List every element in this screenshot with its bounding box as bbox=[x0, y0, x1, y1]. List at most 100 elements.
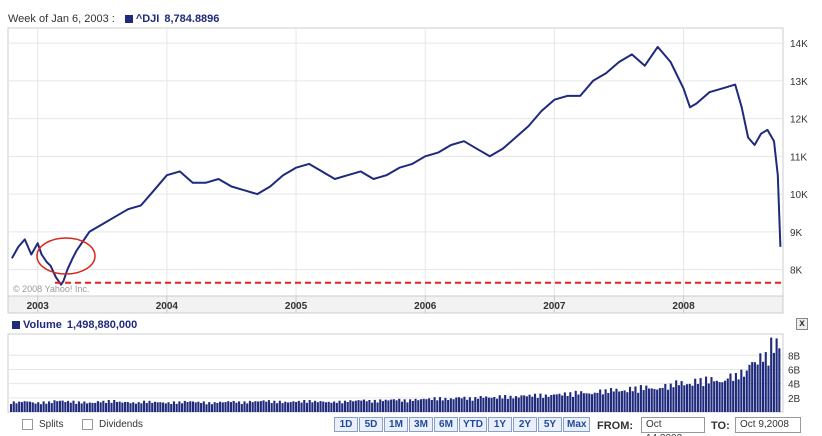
volume-bar bbox=[699, 378, 702, 412]
volume-bar bbox=[107, 400, 110, 412]
volume-y-axis: 2B 4B 6B 8B bbox=[788, 351, 801, 405]
volume-bar bbox=[590, 394, 594, 412]
volume-bar bbox=[675, 380, 678, 412]
volume-bar bbox=[672, 387, 675, 412]
volume-bar bbox=[18, 401, 21, 412]
chart-footer: Splits Dividends 1D 5D 1M 3M 6M YTD 1Y 2Y 5Y Max … bbox=[0, 414, 822, 436]
volume-bar bbox=[181, 403, 184, 412]
price-panel-frame bbox=[7, 27, 784, 297]
volume-bar bbox=[170, 404, 173, 412]
volume-bar bbox=[555, 394, 558, 412]
range-button-3m[interactable]: 3M bbox=[409, 417, 433, 432]
volume-bar bbox=[634, 386, 637, 412]
from-date-input[interactable]: Oct 14,2002 bbox=[641, 417, 705, 436]
volume-bar bbox=[685, 384, 689, 412]
splits-checkbox[interactable]: Splits bbox=[22, 419, 63, 430]
price-y-tick-label: 10K bbox=[790, 190, 808, 201]
volume-bar bbox=[42, 401, 45, 412]
price-y-tick-label: 14K bbox=[790, 39, 808, 50]
volume-bar bbox=[371, 402, 374, 412]
x-tick-label: 2008 bbox=[672, 301, 695, 312]
splits-checkbox-box[interactable] bbox=[22, 419, 33, 430]
volume-bar bbox=[395, 400, 398, 412]
volume-bar bbox=[626, 392, 629, 412]
volume-bar bbox=[254, 401, 257, 412]
volume-bar bbox=[243, 401, 246, 412]
volume-bar bbox=[650, 388, 653, 412]
dividends-label: Dividends bbox=[99, 419, 143, 430]
dividends-checkbox-box[interactable] bbox=[82, 419, 93, 430]
volume-bar bbox=[704, 376, 708, 412]
price-y-tick-label: 9K bbox=[790, 228, 803, 239]
volume-bar bbox=[61, 400, 64, 412]
volume-bar bbox=[536, 397, 539, 412]
volume-bar bbox=[132, 402, 135, 412]
price-y-tick-label: 13K bbox=[790, 77, 808, 88]
range-button-1y[interactable]: 1Y bbox=[488, 417, 512, 432]
volume-bar bbox=[118, 401, 121, 412]
volume-bar bbox=[64, 402, 67, 412]
volume-bar bbox=[734, 373, 737, 412]
volume-bar bbox=[642, 390, 645, 412]
range-button-5y[interactable]: 5Y bbox=[538, 417, 562, 432]
volume-bar bbox=[178, 401, 181, 412]
volume-bar bbox=[77, 401, 80, 412]
volume-bar bbox=[607, 393, 610, 412]
dividends-checkbox[interactable]: Dividends bbox=[82, 419, 143, 430]
volume-bar bbox=[740, 369, 743, 412]
volume-bar bbox=[205, 404, 208, 412]
volume-bar bbox=[349, 400, 352, 412]
volume-bar bbox=[438, 397, 442, 412]
close-volume-button[interactable]: x bbox=[796, 318, 808, 330]
price-grid bbox=[8, 28, 783, 296]
volume-bar bbox=[346, 402, 349, 412]
range-button-6m[interactable]: 6M bbox=[434, 417, 458, 432]
volume-bar bbox=[153, 401, 156, 412]
copyright-text: © 2008 Yahoo! Inc. bbox=[13, 284, 89, 294]
volume-bar bbox=[110, 402, 113, 412]
range-button-ytd[interactable]: YTD bbox=[459, 417, 487, 432]
volume-bar bbox=[419, 399, 423, 412]
volume-bar bbox=[406, 402, 409, 412]
volume-bar bbox=[669, 383, 672, 412]
volume-bar bbox=[498, 395, 501, 412]
volume-bar bbox=[417, 400, 420, 412]
volume-y-tick-label: 2B bbox=[788, 394, 801, 405]
volume-bar bbox=[647, 388, 651, 412]
volume-bar bbox=[506, 398, 509, 412]
volume-bar bbox=[561, 395, 564, 412]
volume-bar bbox=[219, 401, 222, 412]
volume-bar bbox=[542, 397, 545, 412]
volume-bar bbox=[468, 397, 471, 412]
volume-bar bbox=[115, 402, 118, 412]
range-button-1m[interactable]: 1M bbox=[384, 417, 408, 432]
range-button-max[interactable]: Max bbox=[563, 417, 591, 432]
to-date-input[interactable]: Oct 9,2008 bbox=[735, 417, 801, 433]
range-button-5d[interactable]: 5D bbox=[359, 417, 383, 432]
volume-bar bbox=[436, 400, 439, 412]
volume-bar bbox=[504, 395, 507, 412]
volume-bar bbox=[569, 392, 572, 412]
volume-bar bbox=[197, 401, 200, 412]
volume-bar bbox=[126, 402, 129, 412]
range-button-2y[interactable]: 2Y bbox=[513, 417, 537, 432]
volume-bar bbox=[365, 401, 368, 412]
volume-bar bbox=[756, 364, 759, 412]
volume-bar bbox=[273, 400, 276, 412]
volume-bar bbox=[523, 395, 526, 412]
volume-bar bbox=[742, 376, 746, 412]
range-button-1d[interactable]: 1D bbox=[334, 417, 358, 432]
volume-bar bbox=[31, 402, 34, 412]
volume-bar bbox=[433, 397, 436, 412]
volume-bar bbox=[428, 398, 431, 412]
volume-bar bbox=[148, 400, 151, 412]
volume-bar bbox=[422, 398, 425, 412]
volume-bar bbox=[26, 401, 29, 412]
volume-bar bbox=[726, 378, 729, 412]
volume-bar bbox=[338, 400, 341, 412]
volume-bar bbox=[88, 402, 91, 412]
volume-bar bbox=[485, 396, 488, 412]
volume-bar bbox=[376, 402, 379, 412]
volume-bar bbox=[713, 381, 716, 412]
volume-bar bbox=[186, 402, 189, 412]
